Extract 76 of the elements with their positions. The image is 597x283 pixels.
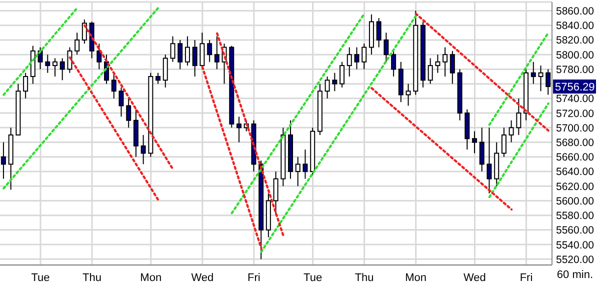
x-tick-label: Thu	[354, 272, 374, 283]
candlestick	[546, 68, 551, 96]
candlestick	[126, 98, 132, 128]
candlestick	[406, 83, 411, 106]
y-tick-label: 5700.00	[556, 122, 594, 134]
candlestick	[236, 116, 242, 143]
candlestick	[60, 58, 65, 81]
candlestick	[214, 36, 220, 70]
candlestick	[273, 170, 278, 216]
y-tick-label: 5820.00	[556, 34, 594, 47]
candlestick	[0, 142, 6, 180]
y-tick-label: 5620.00	[556, 180, 594, 193]
candlestick	[435, 54, 440, 74]
x-tick-label: Thu	[82, 272, 102, 283]
candlestick	[332, 72, 338, 92]
x-tick-label: Wed	[191, 272, 214, 283]
candlestick	[376, 18, 382, 48]
y-tick-label: 5860.00	[556, 5, 594, 18]
y-tick-label: 5580.00	[556, 210, 594, 222]
candlestick	[118, 86, 124, 118]
candlestick	[428, 58, 433, 84]
x-tick-label: Mon	[140, 272, 162, 283]
y-tick-label: 5780.00	[556, 64, 594, 76]
y-tick-label: 5800.00	[556, 49, 594, 62]
candlestick	[354, 46, 360, 70]
candlestick	[472, 130, 478, 154]
y-tick-label: 5640.00	[556, 166, 594, 178]
candlestick	[442, 46, 448, 78]
y-tick-label: 5660.00	[556, 152, 594, 164]
x-tick-label: Tue	[31, 272, 50, 283]
candlestick	[74, 32, 80, 56]
candlestick	[538, 65, 544, 92]
candlestick	[450, 50, 455, 84]
annotation: 5756.29	[555, 82, 595, 94]
candlestick	[340, 61, 345, 88]
candlestick	[52, 58, 58, 78]
candlestick	[346, 46, 352, 78]
x-tick-label: Fri	[520, 272, 533, 283]
y-tick-label: 5600.00	[556, 195, 594, 208]
candlestick	[156, 72, 161, 84]
candlestick	[384, 32, 389, 62]
candlestick	[530, 61, 536, 84]
x-tick-label: Fri	[248, 272, 260, 283]
candlestick	[170, 36, 176, 62]
candlestick	[501, 127, 506, 158]
y-tick-label: 5540.00	[556, 239, 594, 252]
y-tick-label: 5560.00	[556, 224, 594, 237]
y-tick-label: 5840.00	[556, 20, 594, 32]
candlestick	[178, 39, 183, 70]
y-tick-label: 5520.00	[556, 254, 594, 266]
candlestick	[479, 127, 484, 172]
candlestick	[162, 54, 168, 88]
candlestick	[516, 98, 522, 136]
candlestick	[192, 39, 198, 78]
candlestick	[45, 54, 50, 74]
candlestick	[140, 134, 146, 165]
x-tick-label: Wed	[464, 272, 486, 283]
x-tick-label: Tue	[304, 272, 322, 283]
candlestick	[111, 72, 116, 99]
candlestick	[391, 50, 396, 78]
candlestick	[295, 156, 300, 187]
candlestick	[184, 36, 190, 66]
candlestick	[324, 76, 330, 99]
y-tick-label: 5740.00	[556, 93, 594, 106]
candlestick	[486, 127, 492, 194]
candlestick	[207, 39, 212, 62]
x-tick-label: Mon	[405, 272, 427, 283]
y-tick-label: 5680.00	[556, 136, 594, 149]
candlestick	[23, 72, 28, 99]
y-tick-label: 5720.00	[556, 108, 594, 120]
candlestick	[508, 120, 514, 143]
x-axis-title: 60 min.	[556, 269, 593, 281]
candlestick	[200, 32, 205, 70]
candlestick	[96, 43, 102, 70]
candlestick	[302, 149, 308, 180]
candlestick	[362, 43, 367, 70]
